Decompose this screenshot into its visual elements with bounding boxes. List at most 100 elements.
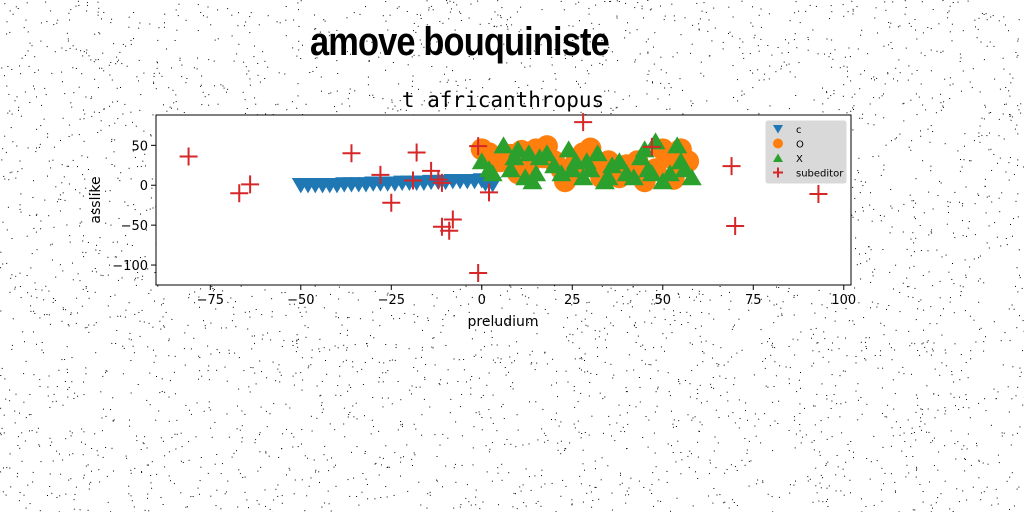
noise-dot — [720, 395, 722, 397]
noise-dot — [170, 480, 171, 482]
noise-dot — [90, 481, 92, 483]
noise-dot — [947, 12, 949, 14]
noise-dot — [391, 99, 393, 101]
data-point — [179, 147, 198, 166]
noise-dot — [175, 101, 177, 103]
noise-dot — [731, 356, 733, 358]
noise-dot — [40, 461, 42, 463]
noise-dot — [581, 433, 583, 434]
noise-dot — [142, 275, 144, 277]
noise-dot — [244, 476, 246, 478]
noise-dot — [1010, 444, 1012, 446]
noise-dot — [1010, 119, 1012, 121]
noise-dot — [136, 440, 138, 442]
noise-dot — [693, 299, 695, 301]
noise-dot — [119, 51, 121, 53]
noise-dot — [918, 301, 920, 302]
noise-dot — [835, 490, 837, 492]
noise-dot — [701, 424, 703, 426]
noise-dot — [296, 107, 298, 109]
noise-dot — [135, 277, 137, 279]
noise-dot — [1009, 340, 1011, 342]
noise-dot — [989, 132, 990, 134]
noise-dot — [954, 343, 956, 345]
noise-dot — [36, 297, 38, 299]
noise-dot — [991, 504, 993, 506]
noise-dot — [883, 164, 885, 166]
noise-dot — [813, 440, 815, 442]
noise-dot — [378, 474, 380, 476]
noise-dot — [921, 343, 923, 345]
noise-dot — [330, 293, 331, 295]
noise-dot — [716, 363, 718, 365]
noise-dot — [845, 401, 847, 403]
noise-dot — [645, 41, 647, 43]
noise-dot — [922, 342, 924, 344]
noise-dot — [379, 456, 381, 458]
legend-marker — [773, 125, 783, 134]
noise-dot — [639, 291, 641, 293]
noise-dot — [264, 489, 266, 491]
noise-dot — [881, 467, 883, 469]
noise-dot — [987, 463, 989, 465]
noise-dot — [279, 371, 281, 373]
noise-dot — [468, 55, 470, 57]
noise-dot — [200, 12, 202, 13]
noise-dot — [893, 78, 894, 80]
noise-dot — [899, 434, 901, 436]
noise-dot — [718, 417, 720, 418]
noise-dot — [911, 73, 913, 75]
noise-dot — [659, 295, 661, 297]
noise-dot — [71, 357, 73, 359]
noise-dot — [930, 125, 932, 127]
noise-dot — [584, 371, 586, 373]
noise-dot — [279, 331, 281, 332]
noise-dot — [470, 393, 472, 395]
noise-dot — [164, 22, 165, 24]
legend-marker — [773, 153, 783, 162]
noise-dot — [643, 17, 644, 19]
noise-dot — [942, 106, 944, 108]
noise-dot — [346, 349, 348, 351]
noise-dot — [927, 128, 929, 130]
noise-dot — [588, 7, 590, 9]
x-axis-label: preludium — [468, 314, 539, 330]
noise-dot — [69, 19, 70, 21]
noise-dot — [947, 17, 949, 19]
noise-dot — [869, 103, 871, 105]
noise-dot — [321, 411, 323, 413]
noise-dot — [420, 14, 421, 16]
noise-dot — [314, 28, 316, 30]
noise-dot — [450, 398, 452, 400]
noise-dot — [750, 460, 752, 462]
noise-dot — [898, 59, 900, 61]
noise-dot — [412, 80, 414, 82]
noise-dot — [1017, 291, 1019, 293]
noise-dot — [503, 418, 505, 419]
noise-dot — [962, 220, 963, 222]
noise-dot — [19, 447, 21, 449]
noise-dot — [748, 309, 750, 311]
noise-dot — [866, 260, 868, 262]
noise-dot — [30, 310, 32, 312]
noise-dot — [380, 497, 382, 498]
noise-dot — [567, 103, 569, 105]
noise-dot — [453, 507, 455, 509]
noise-dot — [1009, 95, 1011, 97]
noise-dot — [359, 13, 361, 15]
noise-dot — [275, 380, 277, 382]
noise-dot — [894, 481, 896, 483]
noise-dot — [919, 426, 921, 428]
noise-dot — [815, 485, 817, 487]
noise-dot — [772, 342, 773, 344]
noise-dot — [189, 409, 190, 411]
noise-dot — [655, 359, 657, 361]
noise-dot — [587, 325, 589, 327]
noise-dot — [679, 383, 681, 385]
noise-dot — [68, 12, 70, 14]
noise-dot — [973, 319, 975, 321]
noise-dot — [391, 101, 393, 103]
noise-dot — [557, 46, 559, 48]
noise-dot — [145, 165, 146, 167]
noise-dot — [880, 489, 882, 491]
